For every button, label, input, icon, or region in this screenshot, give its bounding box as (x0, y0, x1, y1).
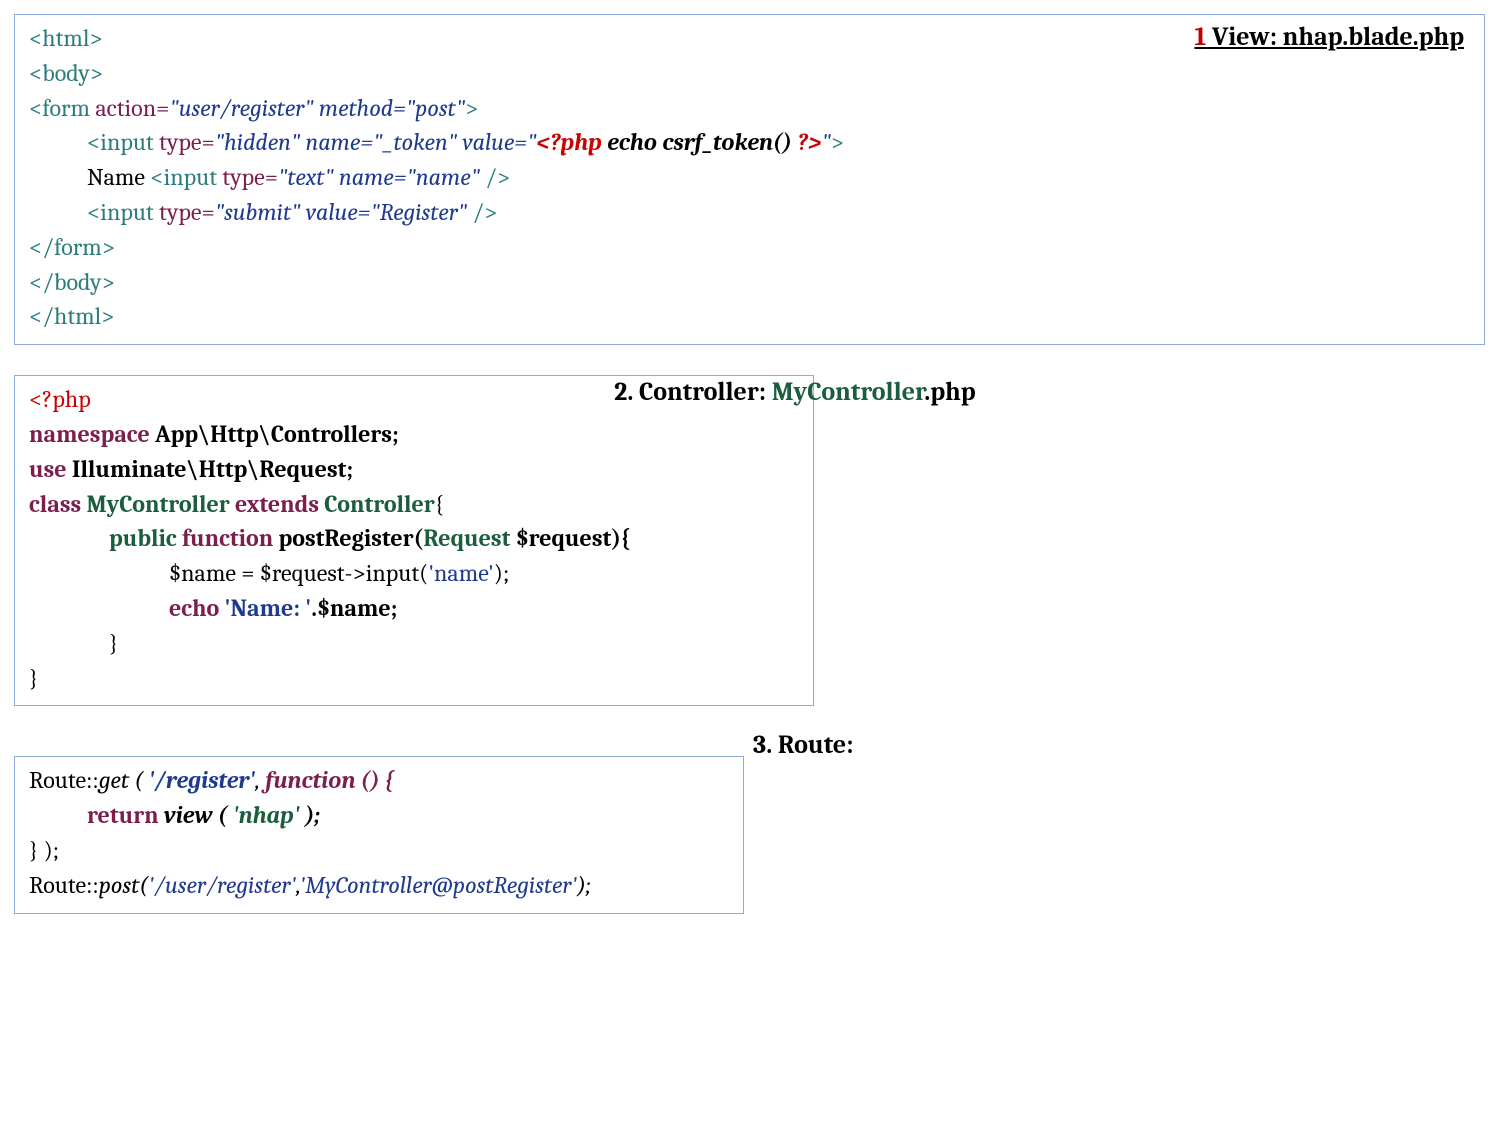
view-panel-title: 1 View: nhap.blade.php (1194, 19, 1464, 57)
code-line: <input type="hidden" name="_token" value… (29, 125, 1470, 160)
code-line: Name <input type="text" name="name" /> (29, 160, 1470, 195)
code-line: } (29, 626, 799, 661)
code-line: public function postRegister(Request $re… (29, 521, 799, 556)
code-line: namespace App\Http\Controllers; (29, 417, 799, 452)
title-text: View: nhap.blade.php (1206, 22, 1464, 52)
code-line: Route::get ( '/register', function () { (29, 763, 729, 798)
controller-panel-title: 2. Controller: MyController.php (614, 374, 976, 412)
controller-panel: 2. Controller: MyController.php <?php na… (14, 375, 814, 706)
title-num: 1 (1194, 22, 1206, 52)
code-line: use Illuminate\Http\Request; (29, 452, 799, 487)
code-line: return view ( 'nhap' ); (29, 798, 729, 833)
code-line: class MyController extends Controller{ (29, 487, 799, 522)
code-line: $name = $request->input('name'); (29, 556, 799, 591)
code-line: </html> (29, 299, 1470, 334)
route-panel-title: 3. Route: (753, 727, 853, 765)
code-line: } ); (29, 833, 729, 868)
code-line: <body> (29, 56, 1470, 91)
code-line: } (29, 661, 799, 696)
code-line: </form> (29, 230, 1470, 265)
view-panel: 1 View: nhap.blade.php <html> <body> <fo… (14, 14, 1485, 345)
code-line: </body> (29, 265, 1470, 300)
code-line: echo 'Name: '.$name; (29, 591, 799, 626)
code-line: <input type="submit" value="Register" /> (29, 195, 1470, 230)
code-line: Route::post('/user/register','MyControll… (29, 868, 729, 903)
code-line: <form action="user/register" method="pos… (29, 91, 1470, 126)
route-panel: 3. Route: Route::get ( '/register', func… (14, 756, 744, 913)
